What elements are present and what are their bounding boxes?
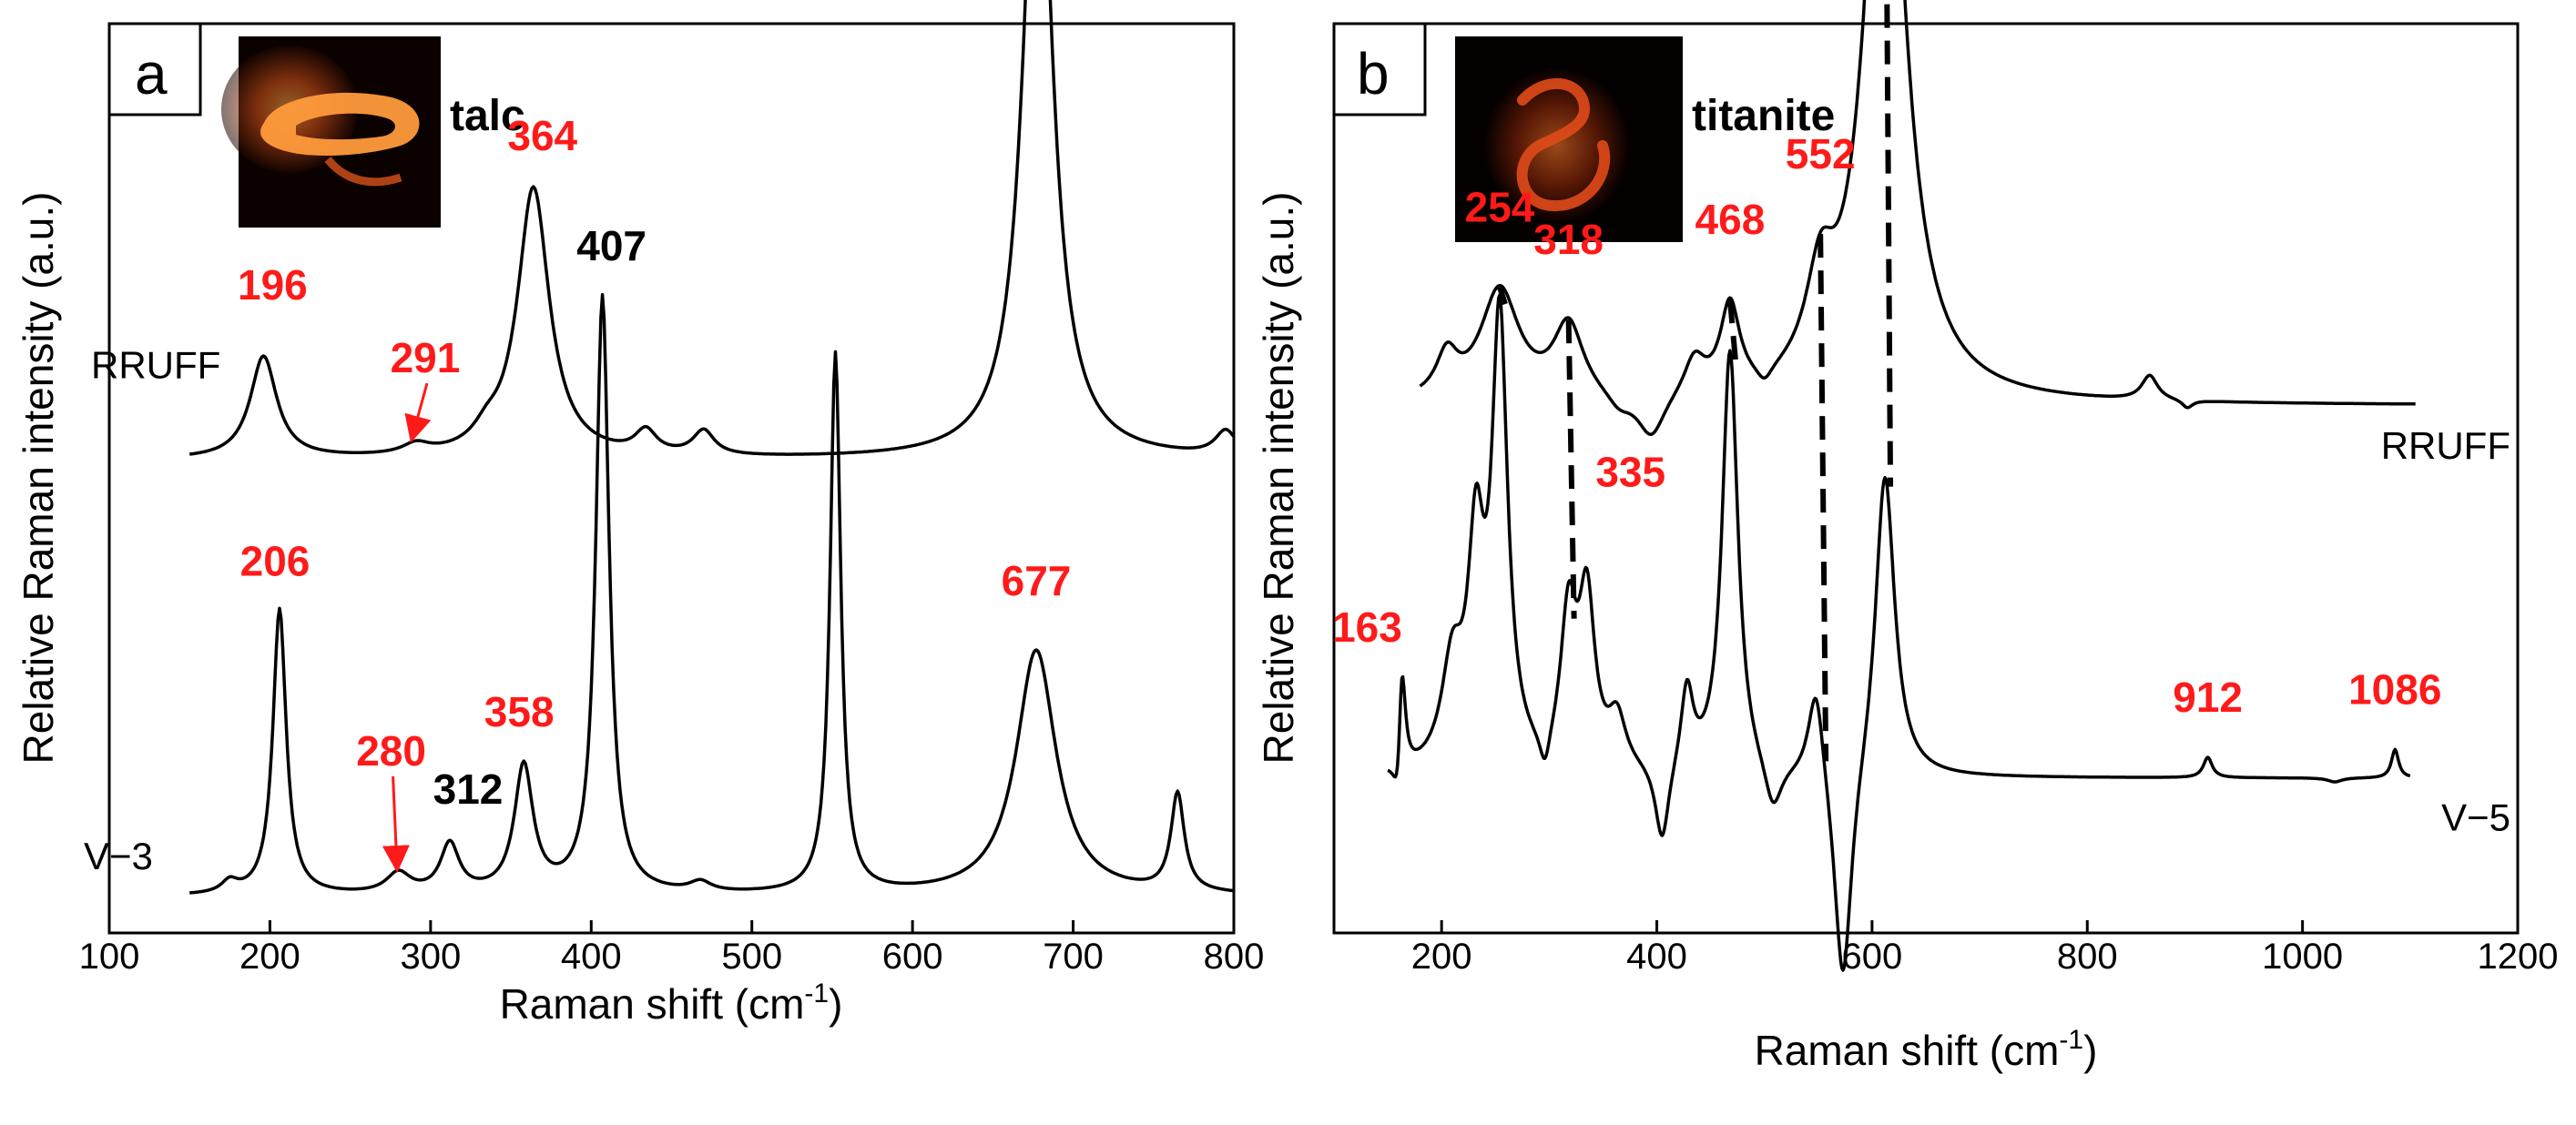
panel-b-inset — [1455, 36, 1683, 242]
panel-a-inset-tail — [324, 157, 402, 187]
peak-label: 318 — [1533, 216, 1604, 263]
peak-label: 206 — [240, 537, 311, 584]
panel-a-inset — [221, 36, 441, 228]
panel-b-letter: b — [1357, 41, 1390, 106]
panel-b-x-tick-label: 1000 — [2262, 937, 2343, 977]
peak-label: 364 — [507, 112, 577, 159]
panel-b-correlation-lines — [1497, 0, 1894, 762]
panel-b-series-sample-line — [1387, 293, 2411, 972]
panel-a-series-sample-line — [189, 293, 1235, 895]
peak-arrow — [382, 775, 410, 873]
peak-label: 358 — [484, 688, 555, 735]
peak-label: 912 — [2173, 674, 2243, 721]
panel-a-series-sample-label: V−3 — [84, 835, 153, 877]
correlation-line — [1565, 319, 1577, 619]
panel-b-x-tick-label: 1200 — [2478, 937, 2559, 977]
peak-label: 1086 — [2348, 665, 2441, 713]
panel-b-series-sample-label: V−5 — [2441, 796, 2510, 838]
peak-label: 552 — [1786, 130, 1856, 177]
peak-label: 163 — [1332, 603, 1402, 651]
peak-label: 291 — [391, 334, 461, 381]
panel-a-x-tick-label: 700 — [1043, 937, 1104, 977]
correlation-line — [1497, 286, 1508, 306]
panel-b-frame — [1332, 22, 2520, 935]
peak-label: 312 — [433, 765, 504, 813]
peak-arrow — [404, 382, 432, 443]
panel-b-letter-box — [1332, 22, 1427, 117]
peak-label: 407 — [576, 222, 647, 269]
panel-b-x-tick-label: 800 — [2057, 937, 2118, 977]
peak-label: 335 — [1595, 449, 1665, 496]
panel-a-x-tick-label: 600 — [882, 937, 943, 977]
panel-a-x-tick-label: 400 — [561, 937, 622, 977]
peak-label: 468 — [1695, 196, 1766, 243]
panel-a-x-tick-label: 500 — [721, 937, 782, 977]
panel-b-x-tick-label: 200 — [1411, 937, 1472, 977]
panel-a-series-rruff-line — [189, 0, 1236, 456]
panel-a-frame — [107, 22, 1236, 935]
correlation-line — [1884, 0, 1894, 487]
panel-b-inset-label: titanite — [1692, 92, 1835, 140]
correlation-line — [1817, 234, 1829, 762]
panel-b-inset-shape — [1516, 78, 1611, 212]
panel-b-x-title: Raman shift (cm-1) — [1755, 1025, 2098, 1074]
panel-a-x-tick-label: 800 — [1204, 937, 1265, 977]
correlation-line — [1726, 299, 1738, 360]
panel-a-letter-box — [107, 22, 202, 117]
peak-label: 280 — [356, 727, 426, 775]
panel-a-curves — [189, 0, 1236, 895]
panel-b-y-title: Relative Raman intensity (a.u.) — [1255, 192, 1302, 765]
panel-a-letter: a — [135, 41, 168, 106]
peak-label: 677 — [1002, 557, 1072, 604]
panel-b-curves — [1387, 0, 2417, 972]
panel-a-x-ticks: 100 200 300 400 500 600 700 800 — [79, 920, 1265, 977]
peak-label: 196 — [238, 261, 308, 309]
panel-a-y-title: Relative Raman intensity (a.u.) — [15, 192, 62, 765]
panel-b-x-ticks: 200 400 600 800 1000 1200 — [1411, 920, 2559, 977]
panel-a-x-title: Raman shift (cm-1) — [500, 978, 843, 1028]
panel-a-series-rruff-label: RRUFF — [91, 344, 220, 387]
panel-a-x-tick-label: 300 — [400, 937, 461, 977]
panel-a: a talc 100 200 300 400 500 600 700 800 RRUFF 196… — [15, 0, 1264, 1028]
panel-b: b titanite 200 400 600 800 1000 1200 RRUFF 254… — [1255, 0, 2558, 1074]
panel-a-inset-ring — [260, 92, 420, 157]
panel-b-x-tick-label: 600 — [1842, 937, 1903, 977]
panel-a-x-tick-label: 100 — [79, 937, 140, 977]
panel-b-x-tick-label: 400 — [1626, 937, 1687, 977]
panel-b-series-rruff-label: RRUFF — [2381, 424, 2510, 467]
peak-label: 254 — [1465, 184, 1535, 231]
panel-a-inset-label: talc — [450, 92, 525, 140]
panel-b-series-rruff-line — [1419, 0, 2417, 436]
panel-a-x-tick-label: 200 — [239, 937, 300, 977]
